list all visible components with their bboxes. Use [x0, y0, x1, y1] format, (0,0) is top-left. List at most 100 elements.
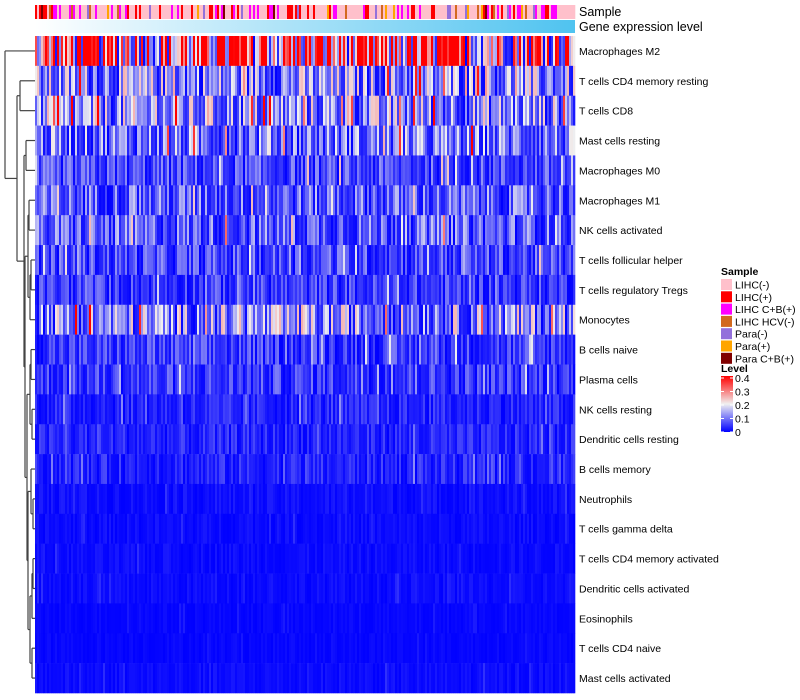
heatmap-cell — [185, 274, 188, 306]
heatmap-cell — [421, 215, 424, 246]
heatmap-cell — [111, 274, 114, 306]
heatmap-cell — [537, 95, 540, 126]
heatmap-cell — [395, 36, 398, 67]
heatmap-cell — [231, 424, 234, 455]
heatmap-cell — [251, 245, 254, 276]
sample-annotation-cell — [261, 5, 264, 19]
heatmap-cell — [521, 364, 524, 395]
heatmap-cell — [465, 245, 468, 276]
heatmap-cell — [549, 274, 552, 306]
heatmap-cell — [49, 215, 52, 246]
heatmap-cell — [69, 394, 72, 425]
heatmap-cell — [347, 215, 350, 246]
heatmap-cell — [243, 513, 246, 544]
heatmap-cell — [197, 483, 200, 515]
heatmap-cell — [571, 65, 574, 97]
sample-annotation-cell — [499, 5, 502, 19]
heatmap-cell — [287, 334, 290, 365]
heatmap-cell — [485, 454, 488, 485]
heatmap-cell — [227, 513, 230, 544]
heatmap-cell — [479, 364, 482, 395]
heatmap-cell — [219, 454, 222, 485]
sample-annotation-cell — [163, 5, 166, 19]
heatmap-cell — [565, 245, 568, 276]
sample-annotation-cell — [223, 5, 226, 19]
heatmap-cell — [173, 454, 176, 485]
heatmap-cell — [411, 185, 414, 216]
heatmap-cell — [219, 125, 222, 156]
heatmap-cell — [97, 543, 100, 574]
heatmap-cell — [369, 245, 372, 276]
heatmap-cell — [247, 394, 250, 425]
heatmap-cell — [551, 454, 554, 485]
heatmap-cell — [47, 394, 50, 425]
heatmap-cell — [391, 513, 394, 544]
heatmap-cell — [445, 65, 448, 97]
heatmap-cell — [421, 125, 424, 156]
heatmap-cell — [257, 483, 260, 515]
heatmap-cell — [97, 215, 100, 246]
heatmap-cell — [107, 274, 110, 306]
heatmap-cell — [281, 334, 284, 365]
heatmap-cell — [109, 394, 112, 425]
heatmap-cell — [121, 274, 124, 306]
sample-annotation-cell — [525, 5, 528, 19]
heatmap-cell — [167, 95, 170, 126]
heatmap-cell — [279, 424, 282, 455]
heatmap-cell — [425, 36, 428, 67]
heatmap-cell — [375, 483, 378, 515]
sample-annotation-bar — [35, 5, 576, 19]
heatmap-cell — [89, 245, 92, 276]
sample-annotation-cell — [147, 5, 150, 19]
heatmap-cell — [321, 36, 324, 67]
heatmap-cell — [201, 215, 204, 246]
heatmap-cell — [101, 245, 104, 276]
heatmap-cell — [47, 155, 50, 186]
heatmap-cell — [305, 185, 308, 216]
sample-annotation-cell — [371, 5, 374, 19]
heatmap-cell — [189, 274, 192, 306]
heatmap-cell — [45, 304, 48, 335]
heatmap-cell — [371, 125, 374, 156]
heatmap-cell — [55, 364, 58, 395]
sample-annotation-cell — [247, 5, 250, 19]
heatmap-cell — [423, 185, 426, 216]
heatmap-cell — [139, 245, 142, 276]
sample-annotation-cell — [483, 5, 486, 19]
heatmap-cell — [399, 364, 402, 395]
heatmap-cell — [303, 245, 306, 276]
heatmap-cell — [75, 334, 78, 365]
heatmap-cell — [255, 483, 258, 515]
heatmap-cell — [497, 483, 500, 515]
heatmap-cell — [49, 454, 52, 485]
heatmap-cell — [183, 424, 186, 455]
heatmap-cell — [471, 215, 474, 246]
heatmap-cell — [461, 185, 464, 216]
heatmap-cell — [361, 65, 364, 97]
heatmap-cell — [297, 155, 300, 186]
heatmap-cell — [333, 334, 336, 365]
heatmap-cell — [43, 364, 46, 395]
heatmap-cell — [233, 304, 236, 335]
heatmap-cell — [421, 274, 424, 306]
heatmap-cell — [133, 394, 136, 425]
heatmap-cell — [335, 36, 338, 67]
heatmap-cell — [99, 65, 102, 97]
heatmap-cell — [361, 36, 364, 67]
heatmap-cell — [187, 185, 190, 216]
heatmap-cell — [571, 274, 574, 306]
heatmap-cell — [493, 125, 496, 156]
heatmap-cell — [179, 185, 182, 216]
heatmap-cell — [195, 304, 198, 335]
heatmap-cell — [393, 245, 396, 276]
heatmap-cell — [279, 95, 282, 126]
heatmap-cell — [465, 155, 468, 186]
heatmap-cell — [565, 424, 568, 455]
heatmap-cell — [215, 483, 218, 515]
heatmap-cell — [357, 454, 360, 485]
heatmap-cell — [125, 543, 128, 574]
heatmap-cell — [83, 364, 86, 395]
heatmap-cell — [437, 185, 440, 216]
heatmap-cell — [463, 36, 466, 67]
heatmap-cell — [449, 454, 452, 485]
